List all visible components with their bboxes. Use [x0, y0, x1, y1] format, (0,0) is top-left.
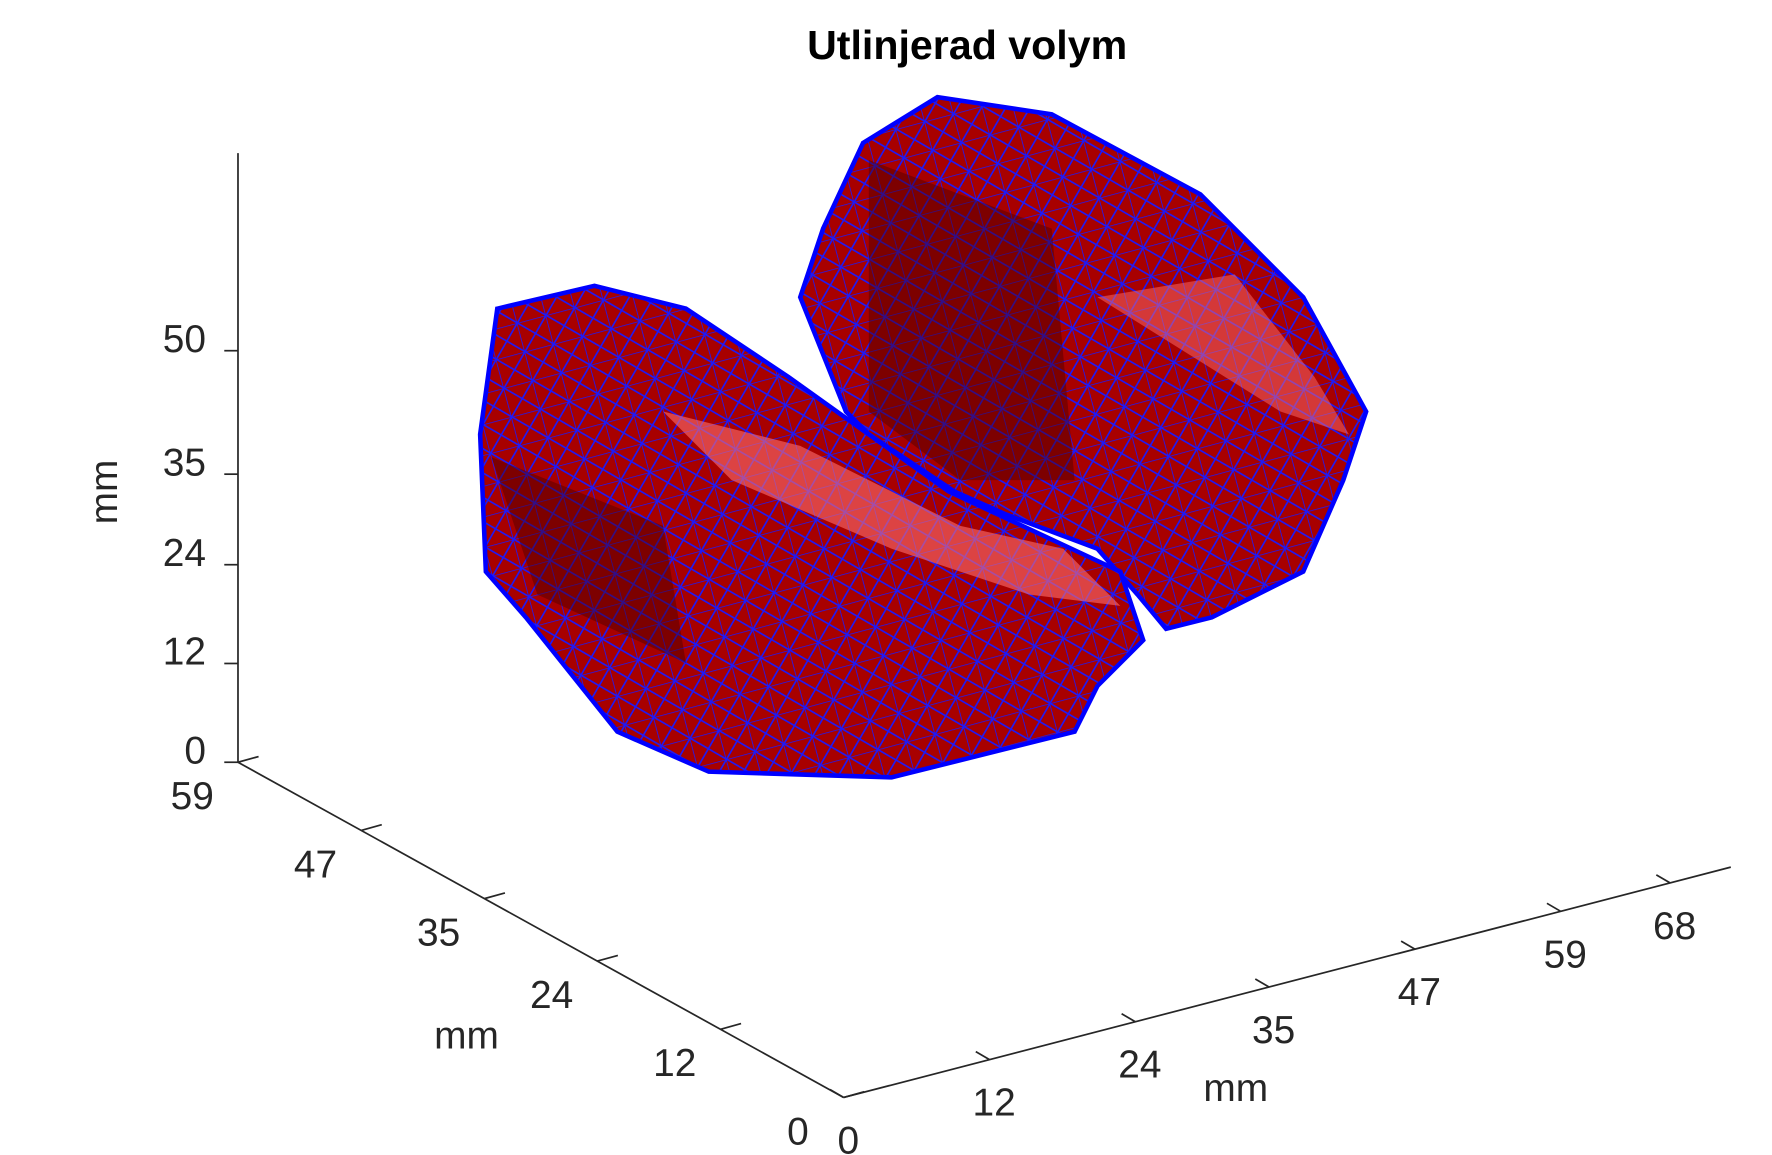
x-tick-label: 0	[837, 1119, 859, 1155]
y-tick-label: 35	[417, 911, 460, 954]
y-axis-label: mm	[434, 1015, 499, 1058]
y-tick	[720, 1024, 741, 1030]
y-tick	[361, 825, 382, 831]
x-tick-label: 59	[1544, 933, 1587, 976]
mesh-surface	[480, 97, 1366, 777]
y-tick-label: 47	[294, 843, 337, 886]
y-tick-label: 24	[530, 974, 573, 1017]
z-axis-label: mm	[83, 460, 126, 525]
chart: Utlinjerad volym 0 12 24 35 47 59 68 0 12 24 35 47 5…	[0, 0, 1772, 1155]
y-tick	[238, 757, 259, 763]
x-tick-label: 24	[1118, 1044, 1161, 1087]
y-tick	[484, 893, 505, 899]
x-axis	[844, 867, 1731, 1097]
x-tick	[1656, 875, 1670, 883]
y-tick-label: 12	[653, 1042, 696, 1085]
x-axis-label: mm	[1203, 1067, 1268, 1110]
x-tick	[1122, 1014, 1136, 1022]
z-tick-label: 35	[163, 441, 206, 484]
x-tick	[830, 1089, 844, 1097]
x-tick-label: 47	[1398, 971, 1441, 1014]
plot-area: Utlinjerad volym 0 12 24 35 47 59 68 0 12 24 35 47 5…	[83, 22, 1731, 1155]
x-tick-label: 12	[972, 1082, 1015, 1125]
z-tick-label: 0	[184, 729, 206, 772]
y-tick	[844, 1092, 865, 1098]
z-tick-label: 12	[163, 631, 206, 674]
y-tick-label: 59	[171, 775, 214, 818]
y-tick-label: 0	[787, 1110, 809, 1153]
y-axis	[238, 762, 844, 1097]
x-tick-label: 35	[1252, 1009, 1295, 1052]
x-tick	[976, 1052, 990, 1060]
x-tick	[1547, 903, 1561, 911]
z-tick-label: 24	[163, 532, 206, 575]
x-tick-label: 68	[1653, 905, 1696, 948]
z-tick-label: 50	[163, 318, 206, 361]
y-tick	[597, 955, 618, 961]
chart-title: Utlinjerad volym	[807, 22, 1127, 68]
x-tick	[1255, 979, 1269, 987]
x-tick	[1401, 941, 1415, 949]
